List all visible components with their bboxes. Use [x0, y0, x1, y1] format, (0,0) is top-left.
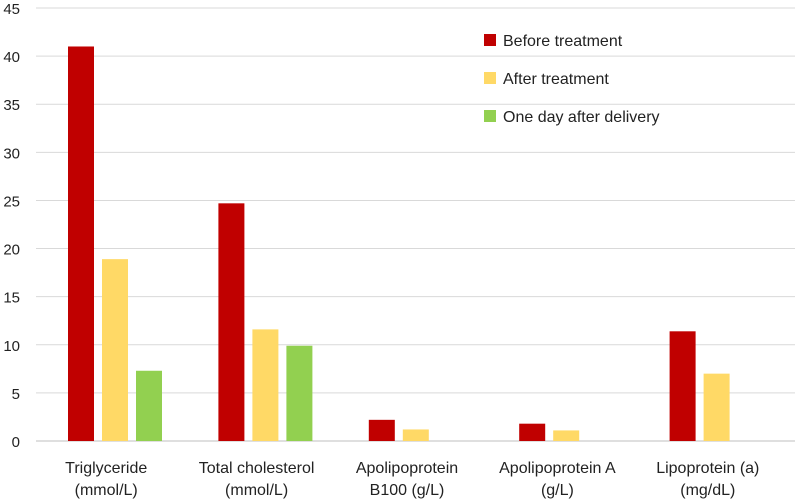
y-axis: 0 5 10 15 20 25 30 35 40 45 — [3, 1, 20, 451]
x-tick-label: (g/L) — [541, 482, 574, 499]
x-tick-label: (mmol/L) — [225, 482, 288, 499]
bar-one-day-after-delivery — [136, 370, 162, 441]
x-tick-label: Apolipoprotein — [356, 460, 458, 477]
bar-before-treatment — [519, 423, 546, 441]
bar-after-treatment — [252, 329, 279, 441]
y-tick-label: 40 — [3, 49, 20, 66]
bar-after-treatment — [402, 429, 429, 441]
x-tick-label: (mmol/L) — [75, 482, 138, 499]
legend-label: One day after delivery — [503, 109, 660, 126]
x-tick-label: Apolipoprotein A — [499, 460, 616, 477]
x-tick-label: (mg/dL) — [680, 482, 735, 499]
x-axis: Triglyceride (mmol/L) Total cholesterol (mm… — [65, 460, 759, 499]
x-tick-label: Triglyceride — [65, 460, 147, 477]
bar-after-treatment — [553, 430, 580, 441]
bars — [68, 46, 730, 441]
legend-swatch — [484, 34, 496, 46]
bar-one-day-after-delivery — [286, 345, 313, 441]
bar-before-treatment — [669, 331, 696, 441]
legend-label: Before treatment — [503, 33, 623, 50]
x-tick-label: B100 (g/L) — [370, 482, 445, 499]
y-tick-label: 10 — [3, 338, 20, 355]
bar-before-treatment — [68, 46, 94, 441]
legend-label: After treatment — [503, 71, 609, 88]
x-tick-label: Total cholesterol — [199, 460, 315, 477]
legend: Before treatment After treatment One day a… — [484, 33, 660, 126]
y-tick-label: 0 — [12, 434, 20, 451]
legend-swatch — [484, 110, 496, 122]
y-tick-label: 5 — [12, 386, 20, 403]
x-tick-label: Lipoprotein (a) — [656, 460, 759, 477]
gridlines — [36, 7, 795, 442]
y-tick-label: 30 — [3, 145, 20, 162]
bar-after-treatment — [102, 259, 128, 441]
legend-swatch — [484, 72, 496, 84]
bar-after-treatment — [703, 373, 730, 441]
y-tick-label: 20 — [3, 242, 20, 259]
y-tick-label: 25 — [3, 193, 20, 210]
bar-before-treatment — [218, 203, 245, 441]
bar-before-treatment — [368, 419, 395, 441]
y-tick-label: 45 — [3, 1, 20, 18]
y-tick-label: 15 — [3, 290, 20, 307]
y-tick-label: 35 — [3, 97, 20, 114]
